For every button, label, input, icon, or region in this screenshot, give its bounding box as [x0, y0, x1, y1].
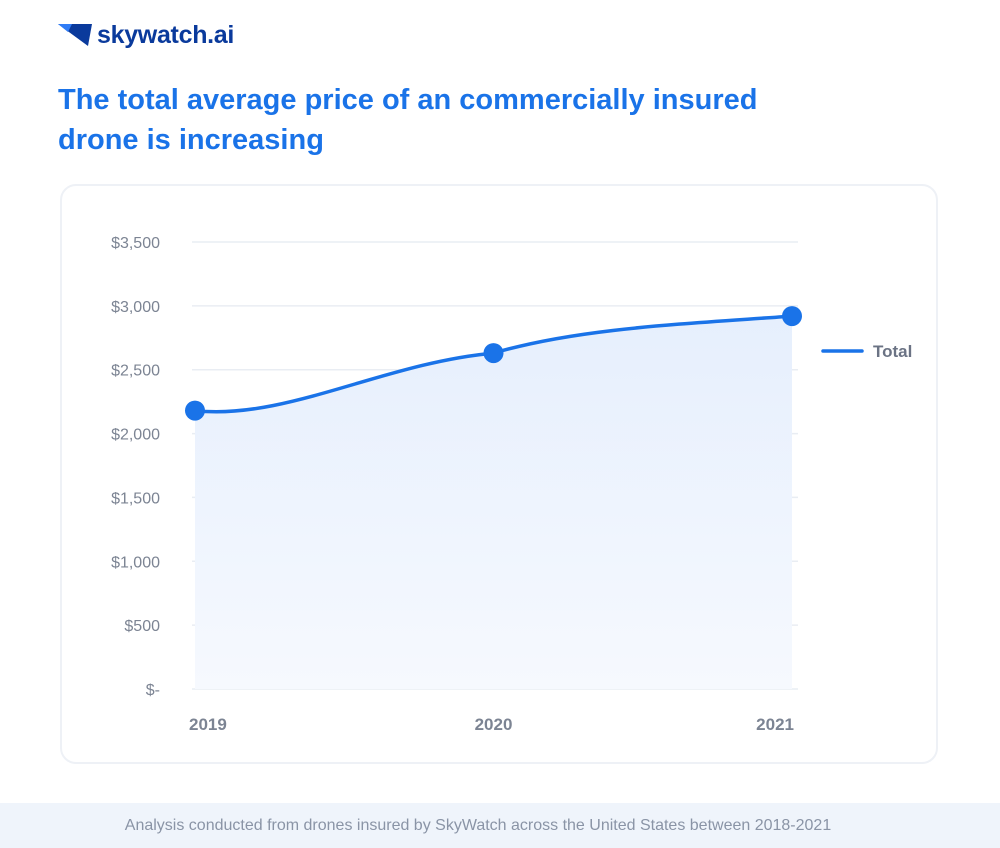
- data-point: [185, 400, 205, 421]
- y-tick-label: $1,500: [111, 490, 160, 507]
- y-tick-label: $3,500: [111, 235, 160, 252]
- skywatch-logo-icon: [58, 24, 92, 46]
- data-point: [483, 343, 504, 364]
- y-tick-label: $3,000: [111, 299, 160, 316]
- legend-label: Total: [873, 342, 912, 361]
- line-chart: $- $500 $1,000 $1,500 $2,000 $2,500 $3,000 $3,5…: [111, 235, 912, 734]
- y-tick-label: $500: [124, 618, 160, 635]
- footer-note: Analysis conducted from drones insured b…: [124, 817, 832, 834]
- x-tick-label: 2019: [189, 715, 227, 734]
- footer: Analysis conducted from drones insured b…: [0, 803, 1000, 848]
- data-point: [782, 306, 802, 327]
- x-tick-label: 2020: [475, 715, 513, 734]
- y-tick-label: $2,000: [111, 427, 160, 444]
- page-title: The total average price of an commercial…: [58, 84, 758, 156]
- brand-logo[interactable]: skywatch.ai: [58, 22, 234, 48]
- series-area-total: [195, 316, 792, 689]
- brand-name: skywatch.ai: [97, 20, 235, 49]
- chart-card: $- $500 $1,000 $1,500 $2,000 $2,500 $3,000 $3,5…: [60, 184, 938, 764]
- y-tick-label: $2,500: [111, 363, 160, 380]
- y-tick-label: $-: [146, 682, 160, 699]
- x-tick-label: 2021: [756, 715, 794, 734]
- y-tick-label: $1,000: [111, 554, 160, 571]
